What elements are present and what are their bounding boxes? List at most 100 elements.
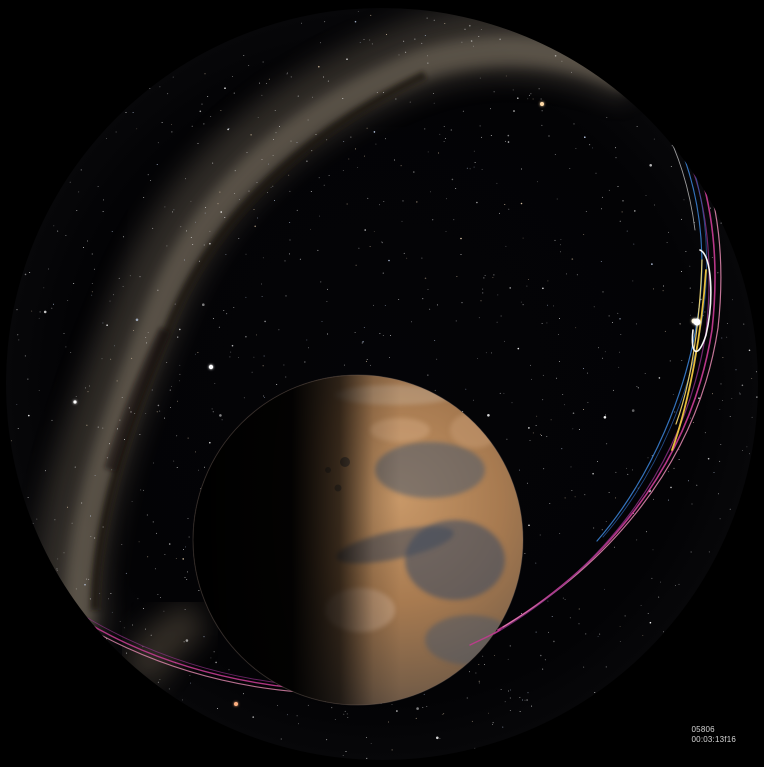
star	[485, 352, 487, 354]
star	[710, 207, 711, 209]
star	[528, 524, 530, 527]
star	[103, 199, 104, 201]
star	[224, 87, 226, 89]
star	[666, 242, 668, 244]
star	[204, 73, 206, 75]
star	[597, 461, 599, 462]
star	[389, 356, 390, 358]
star	[608, 315, 610, 317]
star	[53, 303, 55, 305]
star	[370, 364, 371, 366]
star	[263, 355, 265, 357]
star	[154, 568, 156, 570]
star	[190, 237, 192, 239]
star	[225, 253, 227, 255]
star	[578, 623, 580, 625]
star	[146, 342, 148, 344]
star	[571, 258, 574, 260]
star	[478, 36, 480, 37]
star	[751, 378, 753, 380]
star	[542, 668, 544, 670]
star	[183, 641, 185, 643]
star	[226, 313, 228, 315]
star	[620, 334, 622, 336]
star	[268, 78, 270, 80]
star	[578, 429, 580, 430]
star	[320, 42, 322, 44]
star	[199, 110, 202, 113]
star	[342, 755, 344, 757]
star	[619, 220, 621, 222]
star	[327, 80, 329, 82]
star	[362, 340, 364, 343]
star	[615, 497, 617, 499]
star	[572, 412, 575, 415]
star	[615, 147, 617, 149]
star	[687, 480, 689, 482]
star	[729, 508, 731, 510]
star	[89, 385, 90, 387]
star	[746, 446, 748, 448]
star	[379, 332, 381, 334]
star	[113, 294, 114, 296]
star	[192, 243, 194, 245]
star	[571, 490, 573, 492]
star	[160, 597, 162, 599]
star	[587, 372, 589, 374]
star	[481, 136, 483, 138]
star	[198, 590, 200, 591]
star	[424, 277, 427, 280]
star	[202, 303, 205, 307]
star	[307, 704, 309, 706]
star	[530, 378, 532, 380]
star	[310, 228, 311, 230]
star	[433, 19, 435, 21]
star	[359, 42, 361, 43]
star	[156, 532, 157, 534]
star	[536, 181, 538, 183]
star	[81, 502, 83, 504]
star	[116, 380, 118, 382]
star	[288, 174, 290, 176]
star	[108, 598, 110, 600]
star	[626, 467, 628, 469]
star	[361, 342, 363, 344]
star	[89, 598, 91, 600]
star	[617, 186, 619, 188]
star	[584, 494, 586, 496]
star	[443, 713, 445, 715]
star	[446, 198, 448, 200]
star	[168, 688, 170, 690]
star	[575, 327, 577, 329]
star	[117, 427, 118, 429]
star	[106, 324, 108, 327]
star	[592, 472, 594, 475]
star	[388, 259, 390, 262]
star	[274, 110, 276, 111]
star	[140, 489, 142, 491]
star	[605, 520, 607, 522]
star	[499, 38, 501, 41]
star	[342, 98, 344, 99]
star	[172, 76, 174, 78]
star	[673, 467, 675, 469]
star	[227, 128, 229, 131]
star	[748, 349, 751, 352]
star	[257, 217, 258, 219]
star	[505, 75, 507, 77]
star	[75, 396, 77, 397]
star	[274, 200, 275, 202]
star	[732, 299, 734, 301]
star	[324, 21, 326, 23]
star	[311, 96, 313, 98]
star	[190, 200, 192, 202]
star	[455, 320, 457, 322]
star	[65, 234, 67, 236]
star	[479, 77, 481, 79]
star	[434, 340, 436, 342]
star	[429, 191, 431, 193]
star	[679, 323, 681, 325]
star	[599, 633, 601, 635]
star	[110, 593, 112, 594]
